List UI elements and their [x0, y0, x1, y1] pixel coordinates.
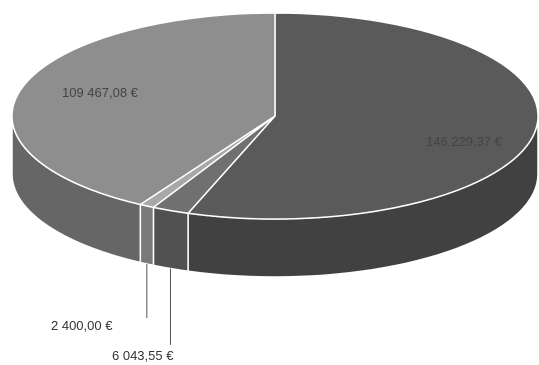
data-label-slice-2: 6 043,55 €	[112, 348, 174, 363]
leader-lines	[146, 263, 171, 345]
data-label-slice-4: 109 467,08 €	[62, 85, 139, 100]
pie-side-3	[139, 203, 155, 267]
data-label-slice-3: 2 400,00 €	[51, 318, 113, 333]
data-label-slice-1: 146 229,37 €	[426, 134, 503, 149]
pie-top	[11, 12, 539, 220]
data-labels: 146 229,37 € 6 043,55 € 2 400,00 € 109 4…	[51, 85, 503, 363]
pie-sides	[11, 115, 539, 278]
pie-slice-4	[11, 12, 276, 206]
pie-side-2	[152, 206, 189, 273]
